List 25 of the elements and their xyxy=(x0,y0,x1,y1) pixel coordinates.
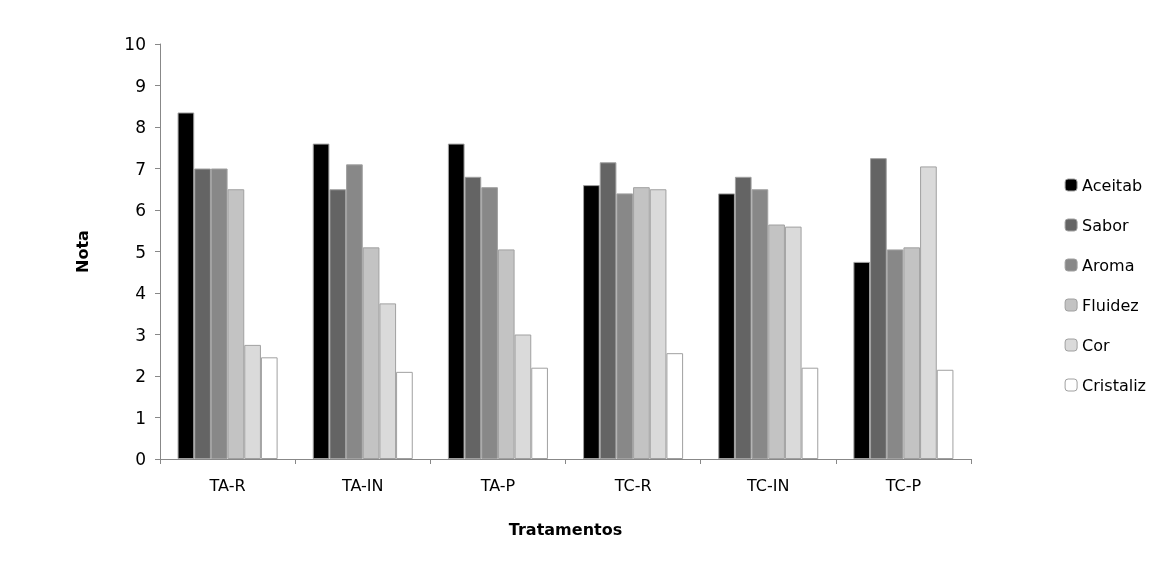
y-axis-title: Nota xyxy=(72,230,92,273)
y-tick-label: 5 xyxy=(135,241,146,262)
legend-label: Aceitab xyxy=(1082,175,1143,195)
x-tick-label: TC-R xyxy=(613,475,652,495)
x-tick-label: TA-P xyxy=(479,475,516,495)
legend-label: Aroma xyxy=(1082,255,1135,275)
y-tick-label: 1 xyxy=(135,407,146,428)
y-tick-label: 6 xyxy=(135,200,146,220)
y-tick-label: 2 xyxy=(135,366,146,386)
y-tick-label: 10 xyxy=(124,34,146,54)
y-tick-label: 3 xyxy=(135,324,146,345)
legend-label: Sabor xyxy=(1082,215,1130,235)
y-tick-label: 8 xyxy=(135,117,146,137)
legend-label: Cristaliz xyxy=(1082,375,1147,395)
x-tick-label: TA-R xyxy=(208,475,246,495)
y-tick-label: 9 xyxy=(135,75,146,96)
y-tick-label: 0 xyxy=(135,449,146,469)
x-tick-label: TC-P xyxy=(884,475,922,495)
legend-label: Fluidez xyxy=(1082,295,1139,315)
y-tick-label: 4 xyxy=(135,283,146,303)
x-tick-label: TA-IN xyxy=(340,475,384,495)
legend-label: Cor xyxy=(1082,335,1111,355)
x-tick-label: TC-IN xyxy=(746,475,790,495)
y-tick-label: 7 xyxy=(135,158,146,179)
x-axis-title: Tratamentos xyxy=(508,519,623,539)
